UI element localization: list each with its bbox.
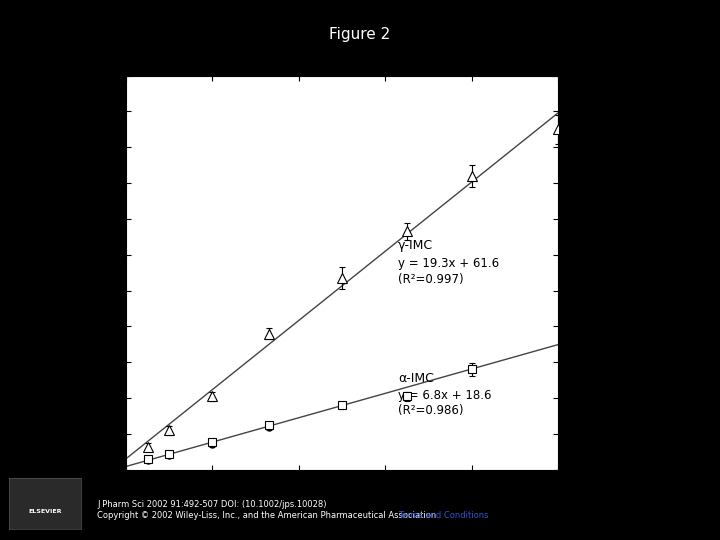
Text: Figure 2: Figure 2 — [329, 27, 391, 42]
Text: y = 19.3x + 61.6: y = 19.3x + 61.6 — [398, 258, 499, 271]
Text: (R²=0.997): (R²=0.997) — [398, 273, 464, 286]
Text: Terms and Conditions: Terms and Conditions — [398, 511, 489, 521]
Text: Copyright © 2002 Wiley-Liss, Inc., and the American Pharmaceutical Association: Copyright © 2002 Wiley-Liss, Inc., and t… — [97, 511, 439, 521]
X-axis label: Percentage crystalline IMC (ᴂ/ ): Percentage crystalline IMC (ᴂ/ ) — [222, 493, 462, 506]
Text: α-IMC: α-IMC — [398, 372, 434, 385]
Text: J Pharm Sci 2002 91:492-507 DOI: (10.1002/jps.10028): J Pharm Sci 2002 91:492-507 DOI: (10.100… — [97, 500, 327, 509]
Y-axis label: Corrected peak intensity: Corrected peak intensity — [73, 180, 86, 366]
Text: y = 6.8x + 18.6: y = 6.8x + 18.6 — [398, 389, 492, 402]
Text: γ-IMC: γ-IMC — [398, 239, 433, 252]
Text: (R²=0.986): (R²=0.986) — [398, 404, 464, 417]
Text: ELSEVIER: ELSEVIER — [28, 509, 61, 514]
